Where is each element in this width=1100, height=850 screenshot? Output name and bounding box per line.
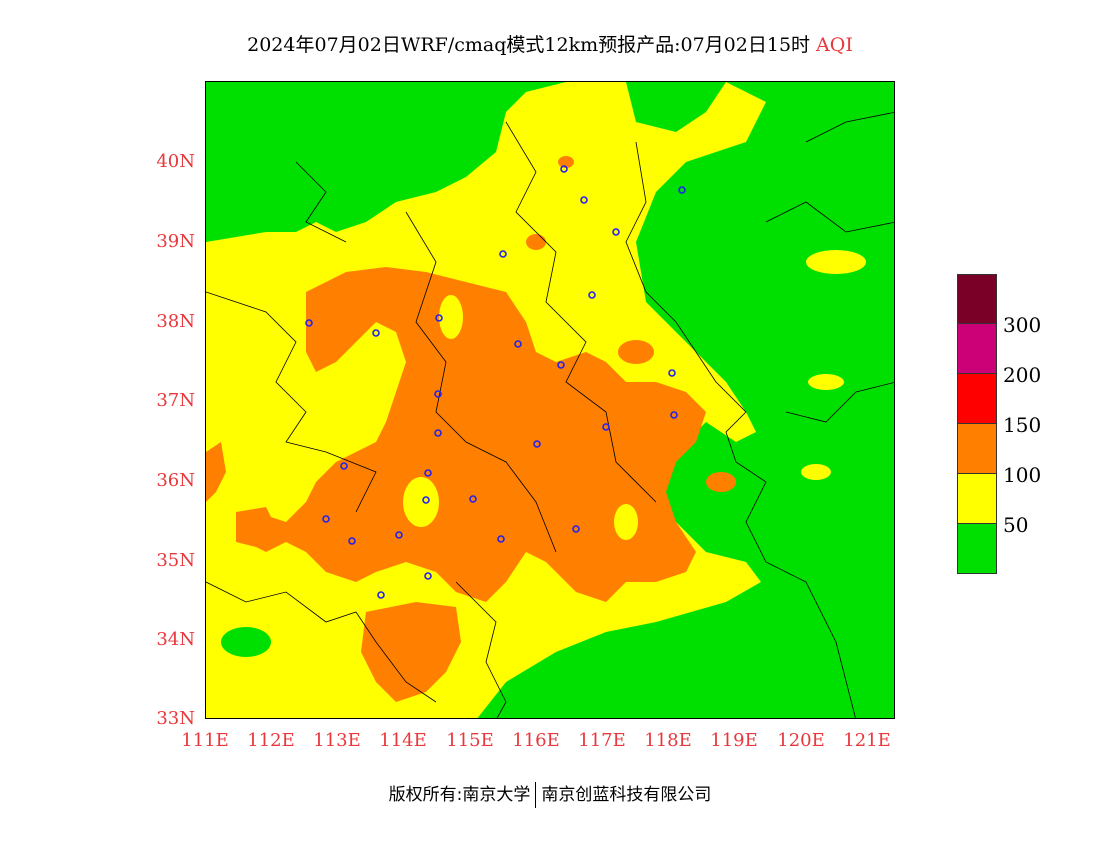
aqi-orange-blob	[558, 156, 574, 168]
map-title: 2024年07月02日WRF/cmaq模式12km预报产品:07月02日15时 A…	[0, 30, 1100, 57]
x-axis-label: 116E	[512, 730, 560, 751]
copyright-owner: 版权所有:南京大学	[388, 785, 531, 805]
title-main: 2024年07月02日WRF/cmaq模式12km预报产品:07月02日15时	[247, 34, 811, 56]
city-marker	[372, 329, 380, 337]
copyright-footer: 版权所有:南京大学 南京创蓝科技有限公司	[0, 780, 1100, 808]
city-marker	[434, 390, 442, 398]
x-axis-label: 115E	[446, 730, 494, 751]
city-marker	[572, 525, 580, 533]
aqi-green-zone	[206, 82, 416, 242]
legend-swatch	[957, 524, 997, 574]
y-axis-label: 40N	[156, 151, 195, 172]
aqi-yellow-blob	[806, 250, 866, 274]
aqi-map	[205, 81, 895, 719]
legend-label: 50	[1003, 513, 1029, 537]
aqi-orange-zone	[236, 267, 706, 602]
aqi-yellow-blob	[801, 464, 831, 480]
aqi-yellow-blob	[808, 374, 844, 390]
map-canvas	[206, 82, 894, 718]
y-axis-label: 33N	[156, 708, 195, 729]
city-markers	[305, 165, 686, 599]
y-axis-label: 34N	[156, 629, 195, 650]
city-marker	[580, 196, 588, 204]
city-marker	[557, 361, 565, 369]
y-axis-label: 38N	[156, 311, 195, 332]
city-marker	[424, 469, 432, 477]
y-axis-label: 39N	[156, 231, 195, 252]
legend-swatch	[957, 374, 997, 424]
city-marker	[499, 250, 507, 258]
aqi-yellow-hole	[403, 477, 439, 527]
city-marker	[305, 319, 313, 327]
legend-swatch	[957, 474, 997, 524]
city-marker	[560, 165, 568, 173]
legend-label: 200	[1003, 363, 1042, 387]
x-axis-label: 121E	[843, 730, 891, 751]
city-marker	[377, 591, 385, 599]
city-marker	[322, 515, 330, 523]
legend-label: 100	[1003, 463, 1042, 487]
city-marker	[434, 429, 442, 437]
x-axis-label: 111E	[181, 730, 229, 751]
boundary-lines	[206, 111, 894, 718]
aqi-green-blob	[221, 627, 271, 657]
city-marker	[469, 495, 477, 503]
x-axis-label: 119E	[710, 730, 758, 751]
title-variable: AQI	[816, 34, 853, 56]
legend-label: 150	[1003, 413, 1042, 437]
legend-swatch	[957, 274, 997, 324]
city-marker	[670, 411, 678, 419]
aqi-orange-zone	[206, 442, 226, 502]
city-marker	[424, 572, 432, 580]
aqi-orange-zone	[361, 602, 461, 702]
x-axis-label: 114E	[379, 730, 427, 751]
footer-divider	[535, 782, 537, 808]
copyright-company: 南京创蓝科技有限公司	[541, 785, 712, 805]
aqi-yellow-hole	[439, 295, 463, 339]
x-axis-label: 112E	[247, 730, 295, 751]
city-marker	[422, 496, 430, 504]
y-axis-label: 35N	[156, 550, 195, 571]
legend-label: 300	[1003, 313, 1042, 337]
x-axis-label: 120E	[777, 730, 825, 751]
aqi-legend	[957, 274, 997, 574]
x-axis-label: 118E	[644, 730, 692, 751]
city-marker	[348, 537, 356, 545]
legend-swatch	[957, 324, 997, 374]
city-marker	[533, 440, 541, 448]
city-marker	[497, 535, 505, 543]
legend-swatch	[957, 424, 997, 474]
city-marker	[678, 186, 686, 194]
aqi-orange-blob	[526, 234, 546, 250]
city-marker	[668, 369, 676, 377]
city-marker	[395, 531, 403, 539]
city-marker	[602, 423, 610, 431]
aqi-orange-blob	[706, 472, 736, 492]
x-axis-label: 117E	[578, 730, 626, 751]
x-axis-label: 113E	[313, 730, 361, 751]
aqi-orange-blob	[618, 340, 654, 364]
city-marker	[588, 291, 596, 299]
city-marker	[435, 314, 443, 322]
city-marker	[514, 340, 522, 348]
aqi-yellow-hole	[614, 504, 638, 540]
aqi-orange-zone	[236, 507, 276, 547]
city-marker	[340, 462, 348, 470]
y-axis-label: 36N	[156, 470, 195, 491]
city-marker	[612, 228, 620, 236]
y-axis-label: 37N	[156, 390, 195, 411]
